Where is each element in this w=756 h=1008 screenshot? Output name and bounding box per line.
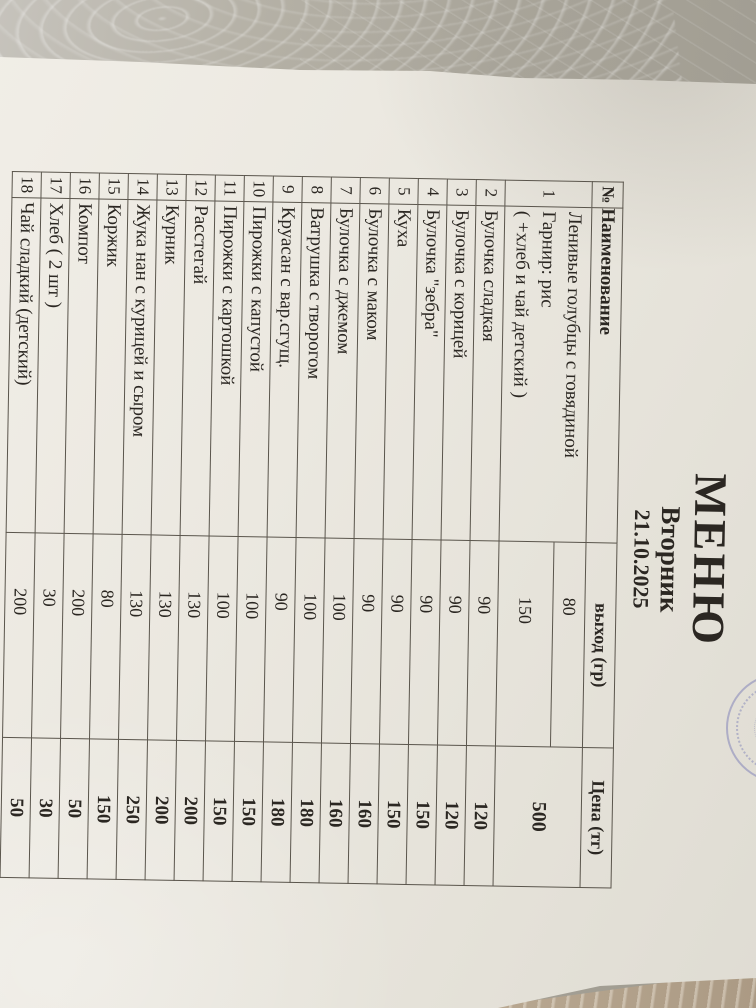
menu-row: 1 Ленивые голубцы с говядиной Гарнир: рис(… xyxy=(493,180,593,888)
item-name: Булочка сладкая xyxy=(470,205,506,542)
row-number: 17 xyxy=(41,171,71,199)
item-price: 200 xyxy=(174,740,206,881)
item-weight: 30 xyxy=(31,532,65,739)
item-name: Расстегай xyxy=(180,200,216,536)
item-weight: 90 xyxy=(350,538,384,744)
item-name: Булочка с джемом xyxy=(325,203,361,539)
item-name: Ватрушка с творогом xyxy=(296,202,332,538)
item-price: 250 xyxy=(116,739,148,880)
item-price: 150 xyxy=(232,741,264,882)
row-number: 18 xyxy=(12,171,42,198)
menu-document: МЕНЮ Вторник 21.10.2025 № Наименование в… xyxy=(0,57,756,1008)
menu-table: № Наименование выход (гр) Цена (тг) 1 Лен… xyxy=(0,171,624,889)
header-price: Цена (тг) xyxy=(580,747,614,889)
row-number: 14 xyxy=(128,173,158,200)
item-name: Чай сладкий (детский) xyxy=(6,197,42,533)
header-name: Наименование xyxy=(586,207,624,544)
item-name: Круасан с вар.сгущ. xyxy=(267,202,303,538)
item-name: Пирожки с картошкой xyxy=(209,201,245,537)
item-weight: 80 150 xyxy=(495,541,587,748)
item-name: Куха xyxy=(383,204,419,540)
item-price: 150 xyxy=(203,740,235,882)
item-weight: 130 xyxy=(176,535,210,741)
item-name: Хлеб ( 2 шт ) xyxy=(35,197,71,534)
item-name-line: Ленивые голубцы с говядиной xyxy=(560,211,586,459)
item-price: 500 xyxy=(493,745,583,888)
item-weight: 100 xyxy=(321,537,355,744)
item-name: Коржик xyxy=(93,198,129,535)
item-name: Булочка с корицей xyxy=(441,205,477,541)
row-number: 11 xyxy=(215,175,245,202)
header-num: № xyxy=(592,181,624,209)
item-weight: 200 xyxy=(2,532,36,738)
item-weight: 90 xyxy=(466,540,500,746)
item-price: 150 xyxy=(87,738,119,880)
header-weight: выход (гр) xyxy=(582,542,618,749)
row-number: 1 xyxy=(505,180,593,208)
item-weight: 100 xyxy=(234,536,268,742)
row-number: 16 xyxy=(70,172,100,199)
item-weight: 90 xyxy=(263,536,297,743)
row-number: 5 xyxy=(389,178,419,205)
item-price: 120 xyxy=(435,744,467,886)
row-number: 12 xyxy=(186,174,216,202)
item-name: Курник xyxy=(151,199,187,536)
item-price: 180 xyxy=(261,741,293,883)
item-weight: 100 xyxy=(292,537,326,743)
row-number: 9 xyxy=(273,176,303,203)
item-weight: 90 xyxy=(408,539,442,745)
row-number: 15 xyxy=(99,172,129,200)
item-weight: 130 xyxy=(147,534,181,741)
row-number: 4 xyxy=(418,178,448,206)
item-name: Ленивые голубцы с говядиной Гарнир: рис( … xyxy=(499,206,593,543)
item-name: Жука нан с курицей и сыром xyxy=(122,199,158,535)
item-price: 50 xyxy=(58,738,90,879)
item-price: 50 xyxy=(0,737,32,878)
item-name: Пирожки с капустой xyxy=(238,201,274,537)
item-price: 160 xyxy=(348,743,380,884)
item-price: 160 xyxy=(319,742,351,884)
item-price: 150 xyxy=(377,743,409,885)
row-number: 10 xyxy=(244,175,274,203)
menu-title-block: МЕНЮ Вторник 21.10.2025 xyxy=(623,206,756,914)
row-number: 13 xyxy=(157,174,187,201)
item-weight: 80 xyxy=(89,533,123,740)
item-weight: 100 xyxy=(205,535,239,742)
item-weight: 130 xyxy=(118,534,152,740)
item-price: 120 xyxy=(464,745,496,886)
row-number: 8 xyxy=(302,176,332,204)
item-name: Компот xyxy=(64,198,100,534)
row-number: 2 xyxy=(476,179,506,207)
row-number: 3 xyxy=(447,179,477,206)
item-weight: 90 xyxy=(379,538,413,745)
item-name: Булочка "зебра" xyxy=(412,204,448,541)
row-number: 6 xyxy=(360,177,390,205)
item-price: 150 xyxy=(406,744,438,885)
item-weight-main: 80 xyxy=(550,542,586,748)
item-price: 200 xyxy=(145,739,177,881)
item-weight-garnish: 150 xyxy=(515,596,536,625)
item-weight: 200 xyxy=(60,533,94,739)
item-price: 30 xyxy=(29,737,61,879)
item-price: 180 xyxy=(290,742,322,883)
row-number: 7 xyxy=(331,177,361,204)
item-weight: 90 xyxy=(437,540,471,746)
item-name: Булочка с маком xyxy=(354,203,390,539)
